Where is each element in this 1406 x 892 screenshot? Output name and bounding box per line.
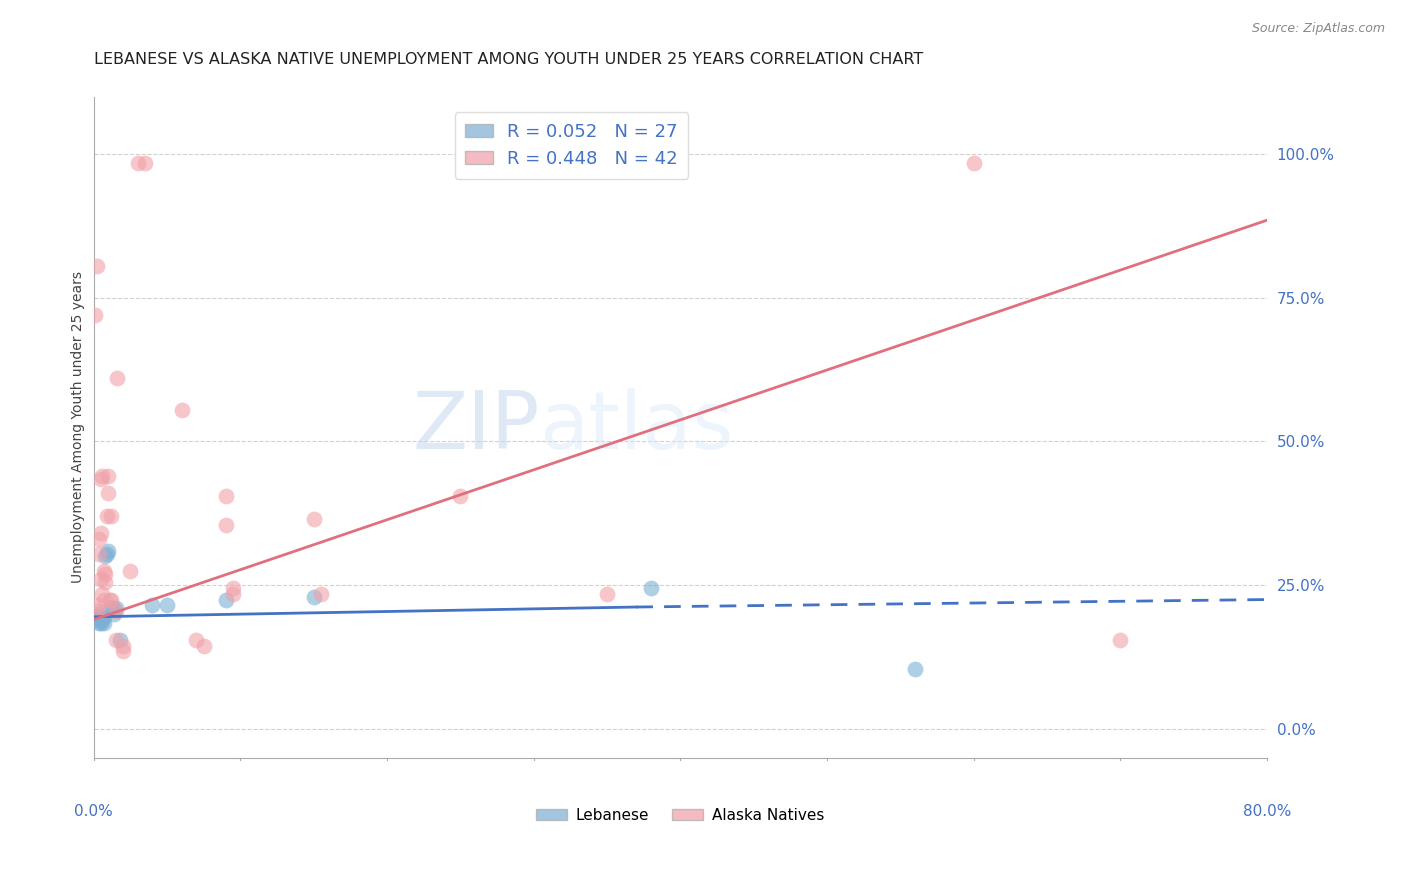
- Point: [222, 587, 245, 601]
- Text: atlas: atlas: [540, 388, 734, 467]
- Point: [93, 615, 115, 630]
- Point: [141, 599, 163, 613]
- Point: [90, 573, 112, 587]
- Point: [214, 592, 236, 607]
- Point: [89, 615, 111, 630]
- Point: [105, 371, 128, 385]
- Point: [186, 632, 208, 647]
- Point: [84, 613, 107, 627]
- Point: [111, 639, 134, 653]
- Point: [90, 526, 112, 541]
- Point: [96, 509, 118, 524]
- Point: [97, 486, 120, 500]
- Point: [170, 402, 193, 417]
- Point: [104, 632, 127, 647]
- Point: [302, 590, 325, 604]
- Point: [100, 509, 122, 524]
- Point: [193, 639, 215, 653]
- Legend: Lebanese, Alaska Natives: Lebanese, Alaska Natives: [530, 802, 831, 830]
- Point: [156, 599, 179, 613]
- Point: [214, 489, 236, 503]
- Point: [1109, 632, 1132, 647]
- Point: [90, 615, 112, 630]
- Text: 0.0%: 0.0%: [75, 804, 112, 819]
- Point: [94, 549, 117, 564]
- Point: [90, 472, 112, 486]
- Point: [640, 581, 662, 595]
- Point: [98, 592, 121, 607]
- Point: [100, 592, 122, 607]
- Point: [449, 489, 471, 503]
- Point: [91, 587, 114, 601]
- Point: [89, 609, 111, 624]
- Point: [222, 581, 245, 595]
- Point: [91, 613, 114, 627]
- Point: [87, 607, 110, 621]
- Point: [97, 543, 120, 558]
- Point: [89, 532, 111, 546]
- Y-axis label: Unemployment Among Youth under 25 years: Unemployment Among Youth under 25 years: [72, 271, 86, 583]
- Text: ZIP: ZIP: [412, 388, 540, 467]
- Point: [91, 609, 114, 624]
- Point: [90, 609, 112, 624]
- Point: [94, 566, 117, 581]
- Text: 80.0%: 80.0%: [1243, 804, 1291, 819]
- Point: [108, 632, 131, 647]
- Point: [90, 609, 112, 624]
- Point: [87, 609, 110, 624]
- Point: [214, 517, 236, 532]
- Point: [104, 601, 127, 615]
- Point: [596, 587, 619, 601]
- Point: [94, 575, 117, 590]
- Point: [93, 609, 115, 624]
- Point: [127, 155, 149, 169]
- Point: [93, 564, 115, 578]
- Point: [302, 512, 325, 526]
- Point: [111, 644, 134, 658]
- Point: [87, 604, 110, 618]
- Point: [120, 564, 142, 578]
- Point: [101, 601, 124, 615]
- Point: [104, 604, 127, 618]
- Point: [93, 592, 115, 607]
- Text: Source: ZipAtlas.com: Source: ZipAtlas.com: [1251, 22, 1385, 36]
- Point: [86, 609, 108, 624]
- Point: [91, 469, 114, 483]
- Point: [100, 601, 122, 615]
- Point: [97, 469, 120, 483]
- Point: [309, 587, 332, 601]
- Point: [134, 155, 156, 169]
- Point: [963, 155, 986, 169]
- Point: [84, 308, 107, 322]
- Point: [89, 547, 111, 561]
- Point: [87, 599, 110, 613]
- Text: LEBANESE VS ALASKA NATIVE UNEMPLOYMENT AMONG YOUTH UNDER 25 YEARS CORRELATION CH: LEBANESE VS ALASKA NATIVE UNEMPLOYMENT A…: [94, 52, 922, 67]
- Point: [103, 607, 125, 621]
- Point: [86, 259, 108, 273]
- Point: [96, 547, 118, 561]
- Point: [904, 661, 927, 675]
